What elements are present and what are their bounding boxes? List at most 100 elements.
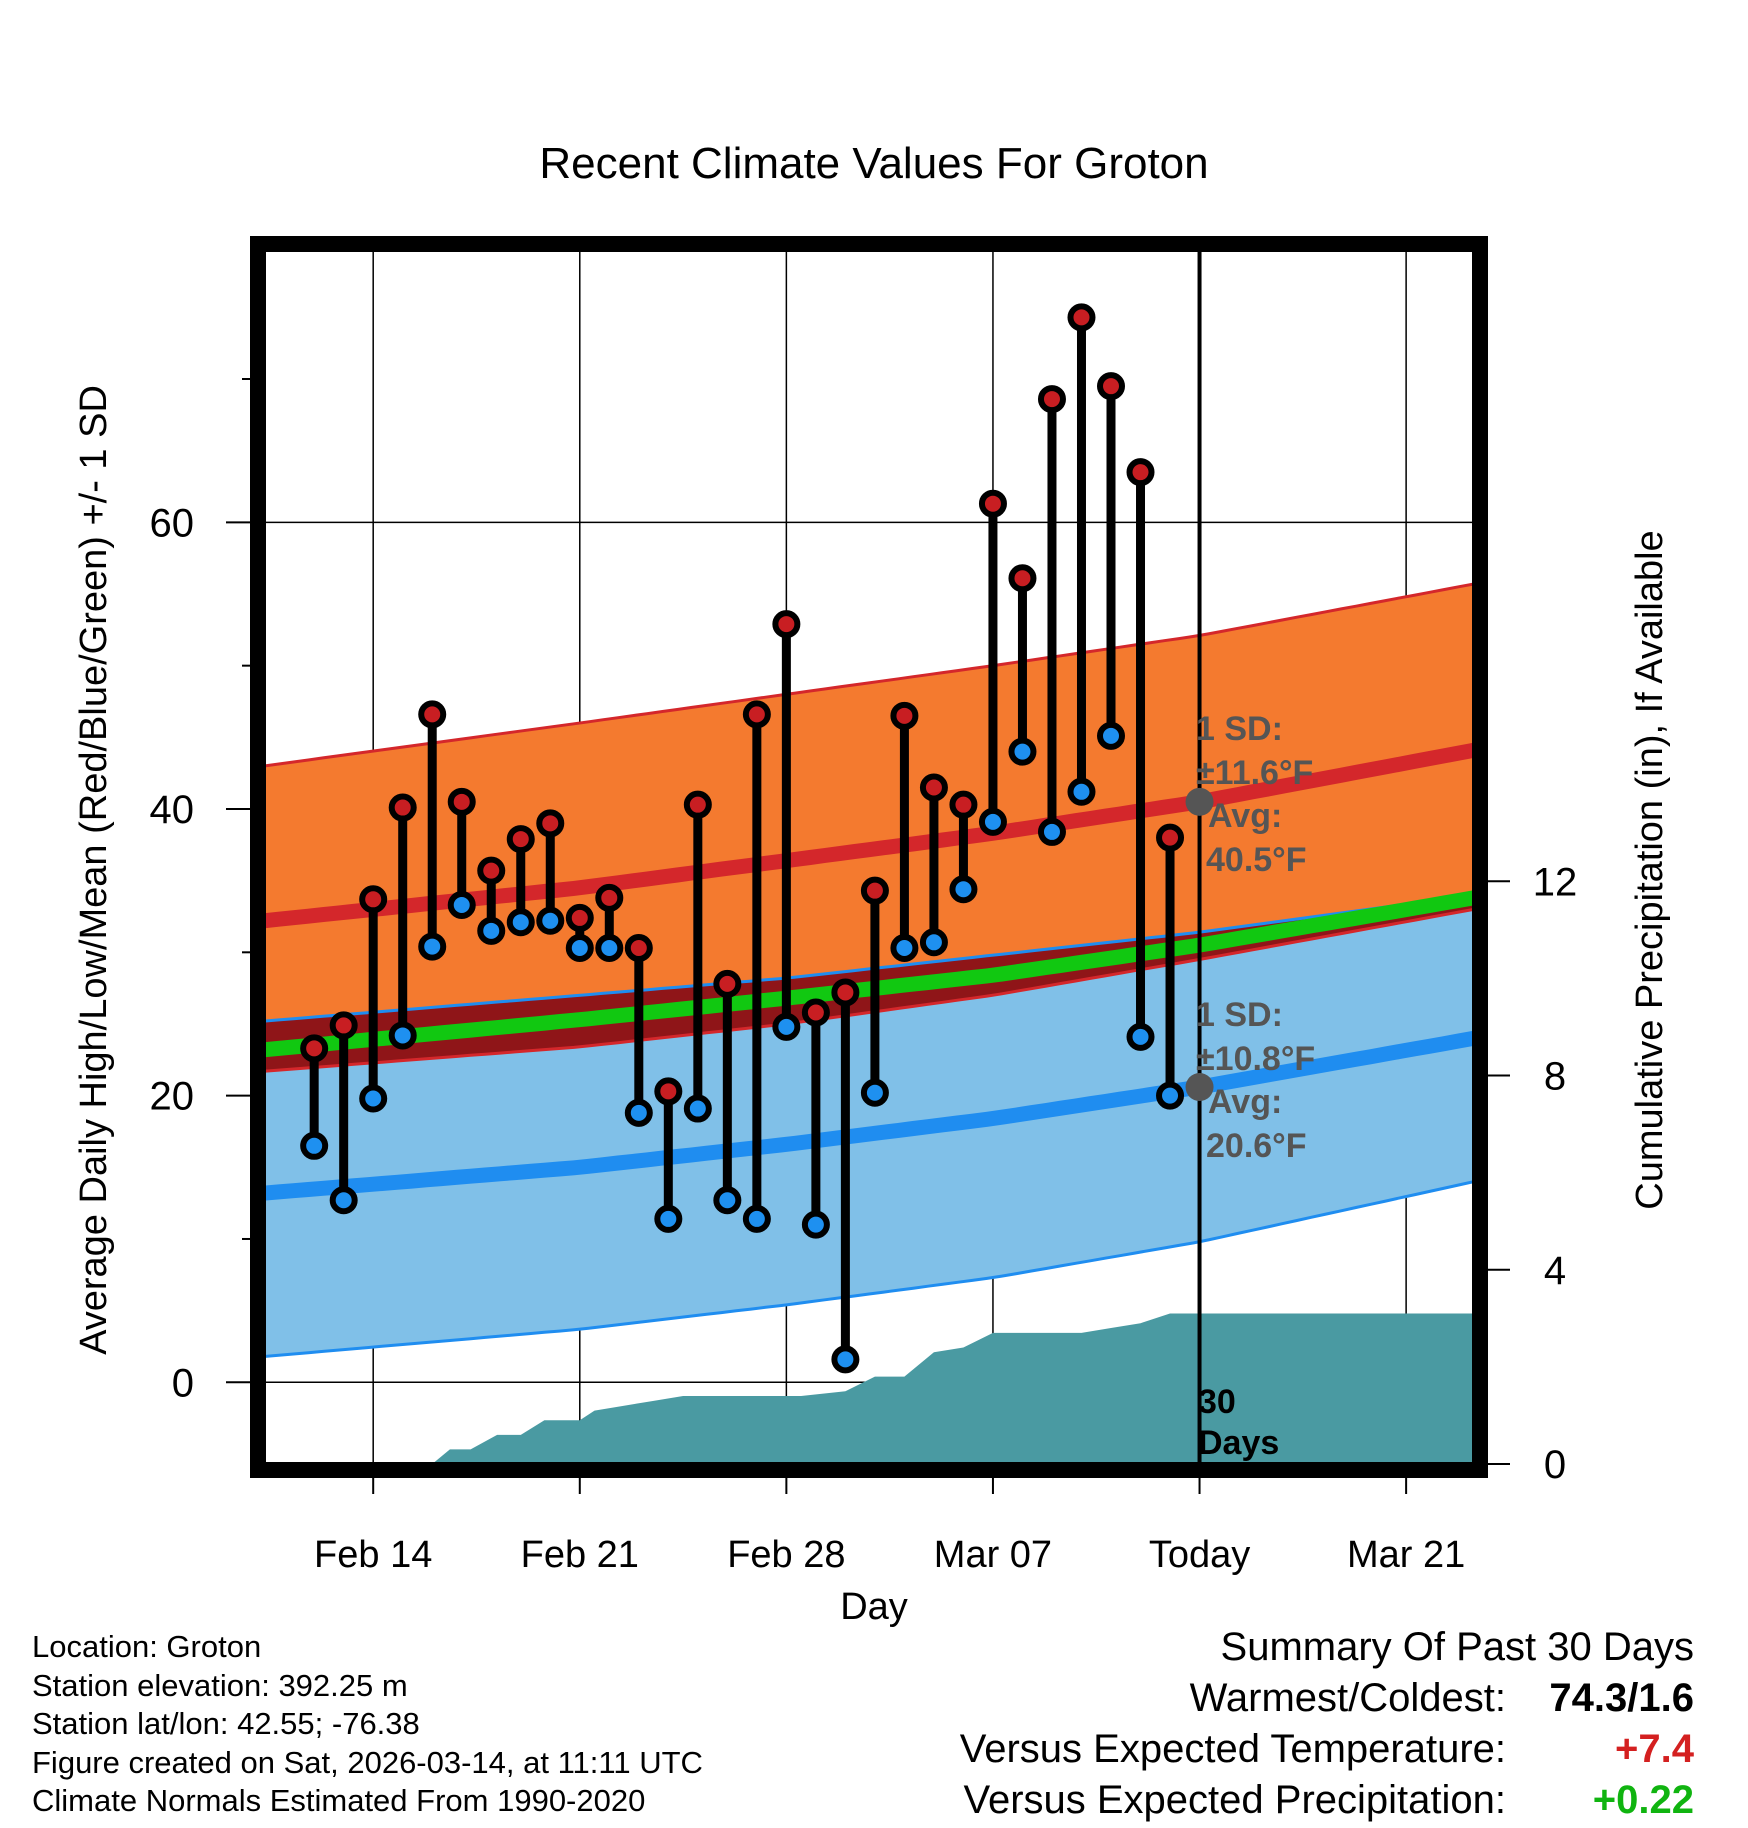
daily-high-point — [742, 700, 771, 729]
daily-low-point — [359, 1084, 388, 1113]
daily-low-point — [565, 934, 594, 963]
daily-low-point — [388, 1021, 417, 1050]
location-text: Location: Groton — [32, 1629, 262, 1664]
daily-high-point — [1037, 385, 1066, 414]
low-avg-value: 20.6°F — [1206, 1127, 1307, 1165]
daily-high-point — [565, 903, 594, 932]
daily-high-point — [860, 876, 889, 905]
daily-high-point — [919, 773, 948, 802]
daily-low-point — [978, 807, 1007, 836]
daily-high-point — [890, 701, 919, 730]
low-normal-line — [264, 1030, 1474, 1201]
summary-temp-row: Versus Expected Temperature: +7.4 — [960, 1724, 1694, 1775]
daily-low-point — [624, 1098, 653, 1127]
daily-low-point — [1067, 777, 1096, 806]
daily-low-point — [683, 1094, 712, 1123]
days-word-label: Days — [1198, 1424, 1279, 1462]
daily-high-point — [683, 790, 712, 819]
daily-high-point — [388, 793, 417, 822]
warmest-label: Warmest/Coldest: — [1189, 1676, 1506, 1720]
latlon-text: Station lat/lon: 42.55; -76.38 — [32, 1706, 420, 1741]
plot-frame — [250, 236, 1488, 1478]
elevation-text: Station elevation: 392.25 m — [32, 1667, 408, 1703]
precip-label: Versus Expected Precipitation: — [963, 1778, 1506, 1822]
daily-low-point — [300, 1131, 329, 1160]
y-tick-label-right: 12 — [1533, 860, 1578, 904]
high-upper-edge — [264, 582, 1474, 768]
daily-low-point — [1008, 737, 1037, 766]
high-sd-value: ±11.6°F — [1196, 754, 1313, 792]
daily-high-point — [418, 700, 447, 729]
y-tick-label-left: 0 — [172, 1361, 194, 1405]
high-lower-edge — [264, 907, 1474, 1073]
daily-low-point — [447, 891, 476, 920]
precipitation-area — [264, 1313, 1474, 1464]
x-axis-label: Day — [840, 1586, 908, 1628]
y-tick-label-right: 4 — [1544, 1249, 1566, 1293]
daily-high-point — [654, 1077, 683, 1106]
chart-title: Recent Climate Values For Groton — [539, 139, 1208, 188]
normals-text: Climate Normals Estimated From 1990-2020 — [32, 1783, 646, 1818]
daily-low-point — [919, 928, 948, 957]
daily-high-point — [536, 809, 565, 838]
x-tick-label: Feb 28 — [727, 1534, 845, 1576]
y-tick-label-right: 8 — [1544, 1055, 1566, 1099]
daily-high-point — [978, 489, 1007, 518]
summary-precip-row: Versus Expected Precipitation: +0.22 — [960, 1775, 1694, 1826]
low-upper-edge — [264, 893, 1474, 1023]
daily-high-point — [359, 885, 388, 914]
daily-low-point — [329, 1186, 358, 1215]
summary-panel: Summary Of Past 30 Days Warmest/Coldest:… — [960, 1622, 1694, 1826]
daily-low-point — [1037, 817, 1066, 846]
summary-warmest-row: Warmest/Coldest: 74.3/1.6 — [960, 1673, 1694, 1724]
precip-value: +0.22 — [1592, 1778, 1694, 1822]
warmest-value: 74.3/1.6 — [1549, 1676, 1694, 1720]
high-avg-marker — [1185, 787, 1214, 816]
x-tick-label: Feb 14 — [314, 1534, 432, 1576]
daily-high-point — [447, 787, 476, 816]
low-lower-edge — [264, 1180, 1474, 1358]
daily-low-point — [1126, 1022, 1155, 1051]
daily-low-point — [595, 934, 624, 963]
daily-high-point — [1008, 564, 1037, 593]
y-axis-label-right: Cumulative Precipitation (in), If Availa… — [1629, 530, 1671, 1209]
temp-label: Versus Expected Temperature: — [959, 1727, 1506, 1771]
summary-title: Summary Of Past 30 Days — [1220, 1625, 1694, 1669]
created-text: Figure created on Sat, 2026-03-14, at 11… — [32, 1744, 703, 1780]
daily-low-point — [506, 908, 535, 937]
axis-ticks: Feb 14 Feb 21 Feb 28 Mar 07 Today Mar 2102040… — [150, 377, 1578, 1576]
normal-annotations: 1 SD: ±11.6°F Avg: 40.5°F 1 SD: ±10.8°F … — [1196, 710, 1315, 1165]
daily-high-point — [772, 610, 801, 639]
daily-high-point — [801, 998, 830, 1027]
normal-bands — [264, 582, 1474, 1358]
daily-high-point — [506, 825, 535, 854]
x-tick-label: Feb 21 — [521, 1534, 639, 1576]
daily-high-point — [1067, 303, 1096, 332]
daily-low-point — [742, 1204, 771, 1233]
daily-high-point — [329, 1011, 358, 1040]
low-avg-label: Avg: — [1208, 1083, 1282, 1121]
low-sd-label: 1 SD: — [1196, 996, 1283, 1034]
daily-low-point — [536, 906, 565, 935]
high-avg-label: Avg: — [1208, 797, 1282, 835]
y-tick-label-left: 20 — [150, 1075, 195, 1119]
observed-values — [300, 303, 1185, 1374]
y-tick-label-left: 60 — [150, 501, 195, 545]
daily-low-point — [860, 1078, 889, 1107]
daily-high-point — [713, 969, 742, 998]
daily-low-point — [418, 932, 447, 961]
temp-value: +7.4 — [1615, 1727, 1694, 1771]
daily-high-point — [1097, 372, 1125, 401]
daily-high-point — [300, 1034, 329, 1063]
daily-low-point — [477, 916, 506, 945]
daily-low-point — [1097, 721, 1125, 750]
daily-low-point — [949, 875, 978, 904]
daily-low-point — [772, 1012, 801, 1041]
low-sd-value: ±10.8°F — [1196, 1040, 1315, 1078]
days-count-label: 30 — [1198, 1383, 1236, 1421]
daily-low-point — [890, 934, 919, 963]
y-tick-label-left: 40 — [150, 788, 195, 832]
mean-normal-line — [264, 890, 1474, 1058]
precip-area — [264, 1313, 1474, 1464]
